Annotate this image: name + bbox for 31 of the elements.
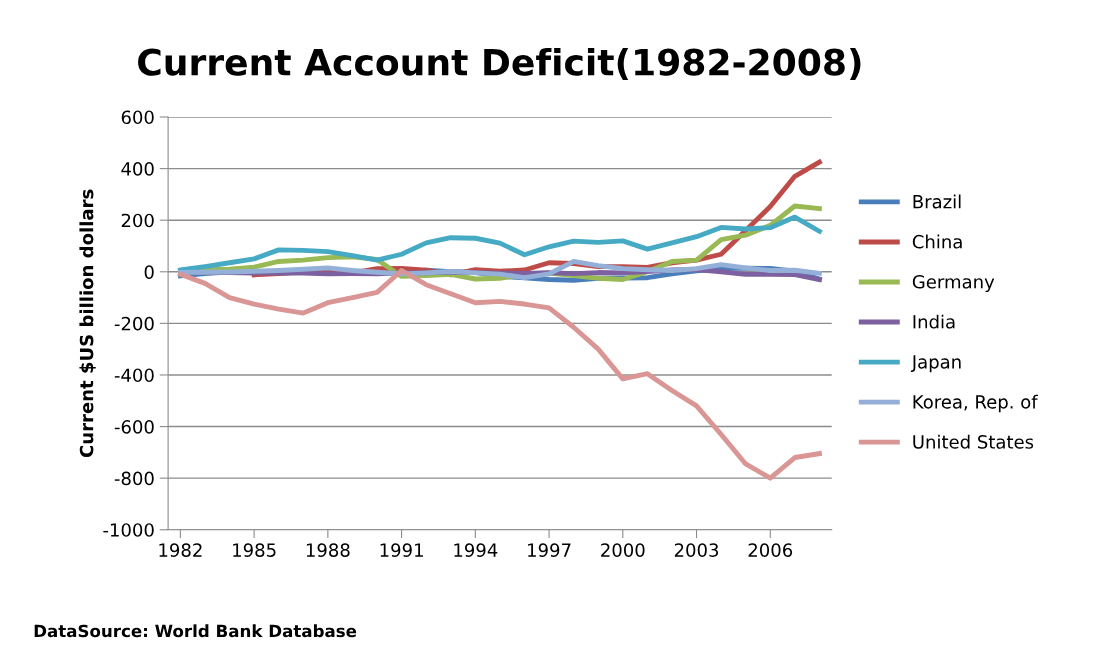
- x-tick-label: 2000: [601, 543, 645, 557]
- y-tick-label: 400: [121, 162, 154, 176]
- x-tick-label: 1991: [380, 543, 423, 557]
- legend-label: China: [912, 234, 962, 249]
- chart-title: Current Account Deficit(1982-2008): [138, 47, 861, 81]
- legend-label: India: [913, 314, 955, 329]
- x-tick-label: 1982: [159, 543, 202, 557]
- y-tick-label: 200: [121, 213, 154, 228]
- y-tick-label: -1000: [103, 523, 154, 537]
- legend-label: Japan: [910, 355, 961, 373]
- x-tick-label: 1994: [454, 543, 498, 557]
- legend-label: United States: [913, 434, 1034, 449]
- line-series: [177, 268, 822, 481]
- x-tick-label: 1988: [306, 543, 350, 557]
- x-tick-label: 2006: [748, 543, 793, 557]
- y-tick-label: -600: [114, 420, 154, 434]
- line-series: [177, 259, 822, 281]
- y-tick-label: -800: [114, 471, 154, 486]
- legend-label: Brazil: [913, 194, 961, 209]
- x-tick-label: 1997: [528, 543, 571, 557]
- y-axis-title: Current $US billion dollars: [79, 189, 96, 458]
- legend-label: Korea, Rep. of: [913, 394, 1038, 413]
- y-tick-label: 600: [121, 110, 154, 125]
- y-tick-label: -200: [114, 316, 154, 331]
- x-tick-label: 1985: [233, 543, 276, 557]
- y-tick-label: 0: [144, 265, 154, 279]
- legend-label: Germany: [912, 274, 995, 293]
- line-series: [177, 214, 822, 273]
- x-tick-label: 2003: [674, 543, 719, 557]
- text: DataSource: World Bank Database: [34, 624, 357, 638]
- y-tick-label: -400: [114, 368, 154, 383]
